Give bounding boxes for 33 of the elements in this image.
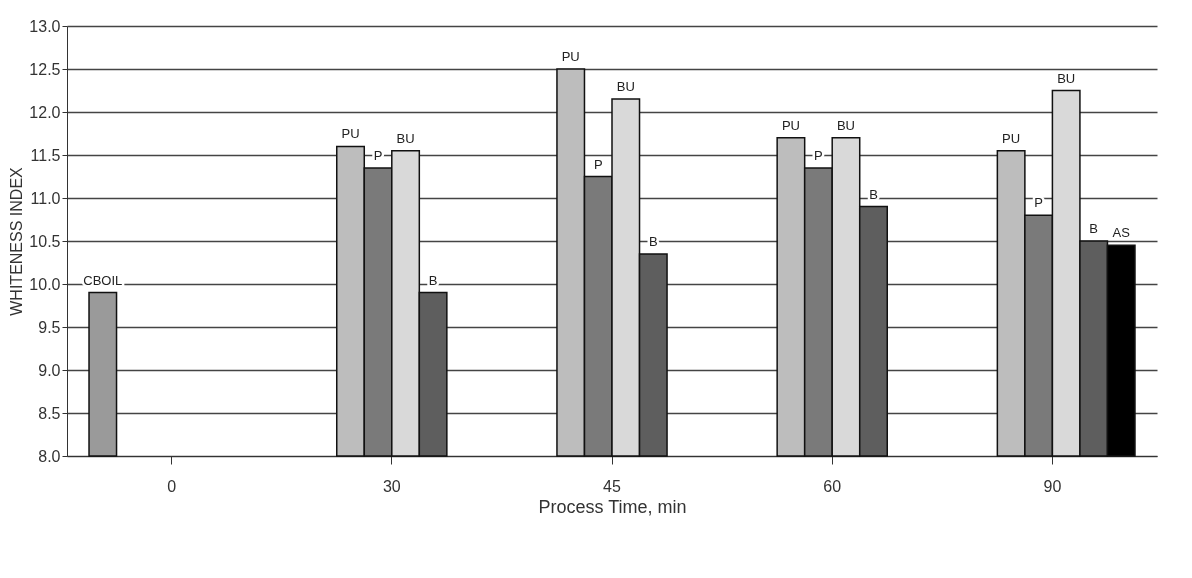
x-tick-label: 45 [603,477,621,495]
x-tick-label: 60 [823,477,842,495]
text: B [1089,221,1099,236]
y-tick-label: 11.0 [30,189,61,207]
series-label: CBOIL [83,272,123,288]
text: PU [1002,130,1021,146]
y-tick-label: 8.0 [38,447,61,465]
x-axis-title: Process Time, min [538,496,687,517]
text: BU [836,117,855,133]
text: P [593,156,603,172]
text: B [869,186,878,202]
x-tick-label: 30 [382,477,401,495]
y-tick-label: 12.5 [29,60,61,78]
text: P [1034,195,1043,211]
y-tick-label: 10.5 [29,232,61,250]
y-tick-label: 8.5 [38,404,61,422]
y-tick-label: 10.0 [29,275,61,293]
y-axis-title: WHITENESS INDEX [8,166,26,316]
y-tick-label: 9.5 [38,318,61,336]
series-label: AS [1112,225,1131,241]
y-tick-label: 13.0 [29,17,61,35]
text: PU [781,117,800,133]
series-label: B [428,272,438,288]
y-tick-label: 11.5 [30,146,61,164]
y-tick-label: 12.0 [29,103,61,121]
series-label: PU [341,126,360,142]
x-tick-label: 90 [1043,477,1062,495]
text: BU [1057,70,1076,86]
text: BU [616,79,635,95]
y-tick-label: 9.0 [38,361,61,379]
x-tick-label: 0 [167,477,177,495]
text: PU [561,49,580,64]
series-label: BU [396,130,415,146]
